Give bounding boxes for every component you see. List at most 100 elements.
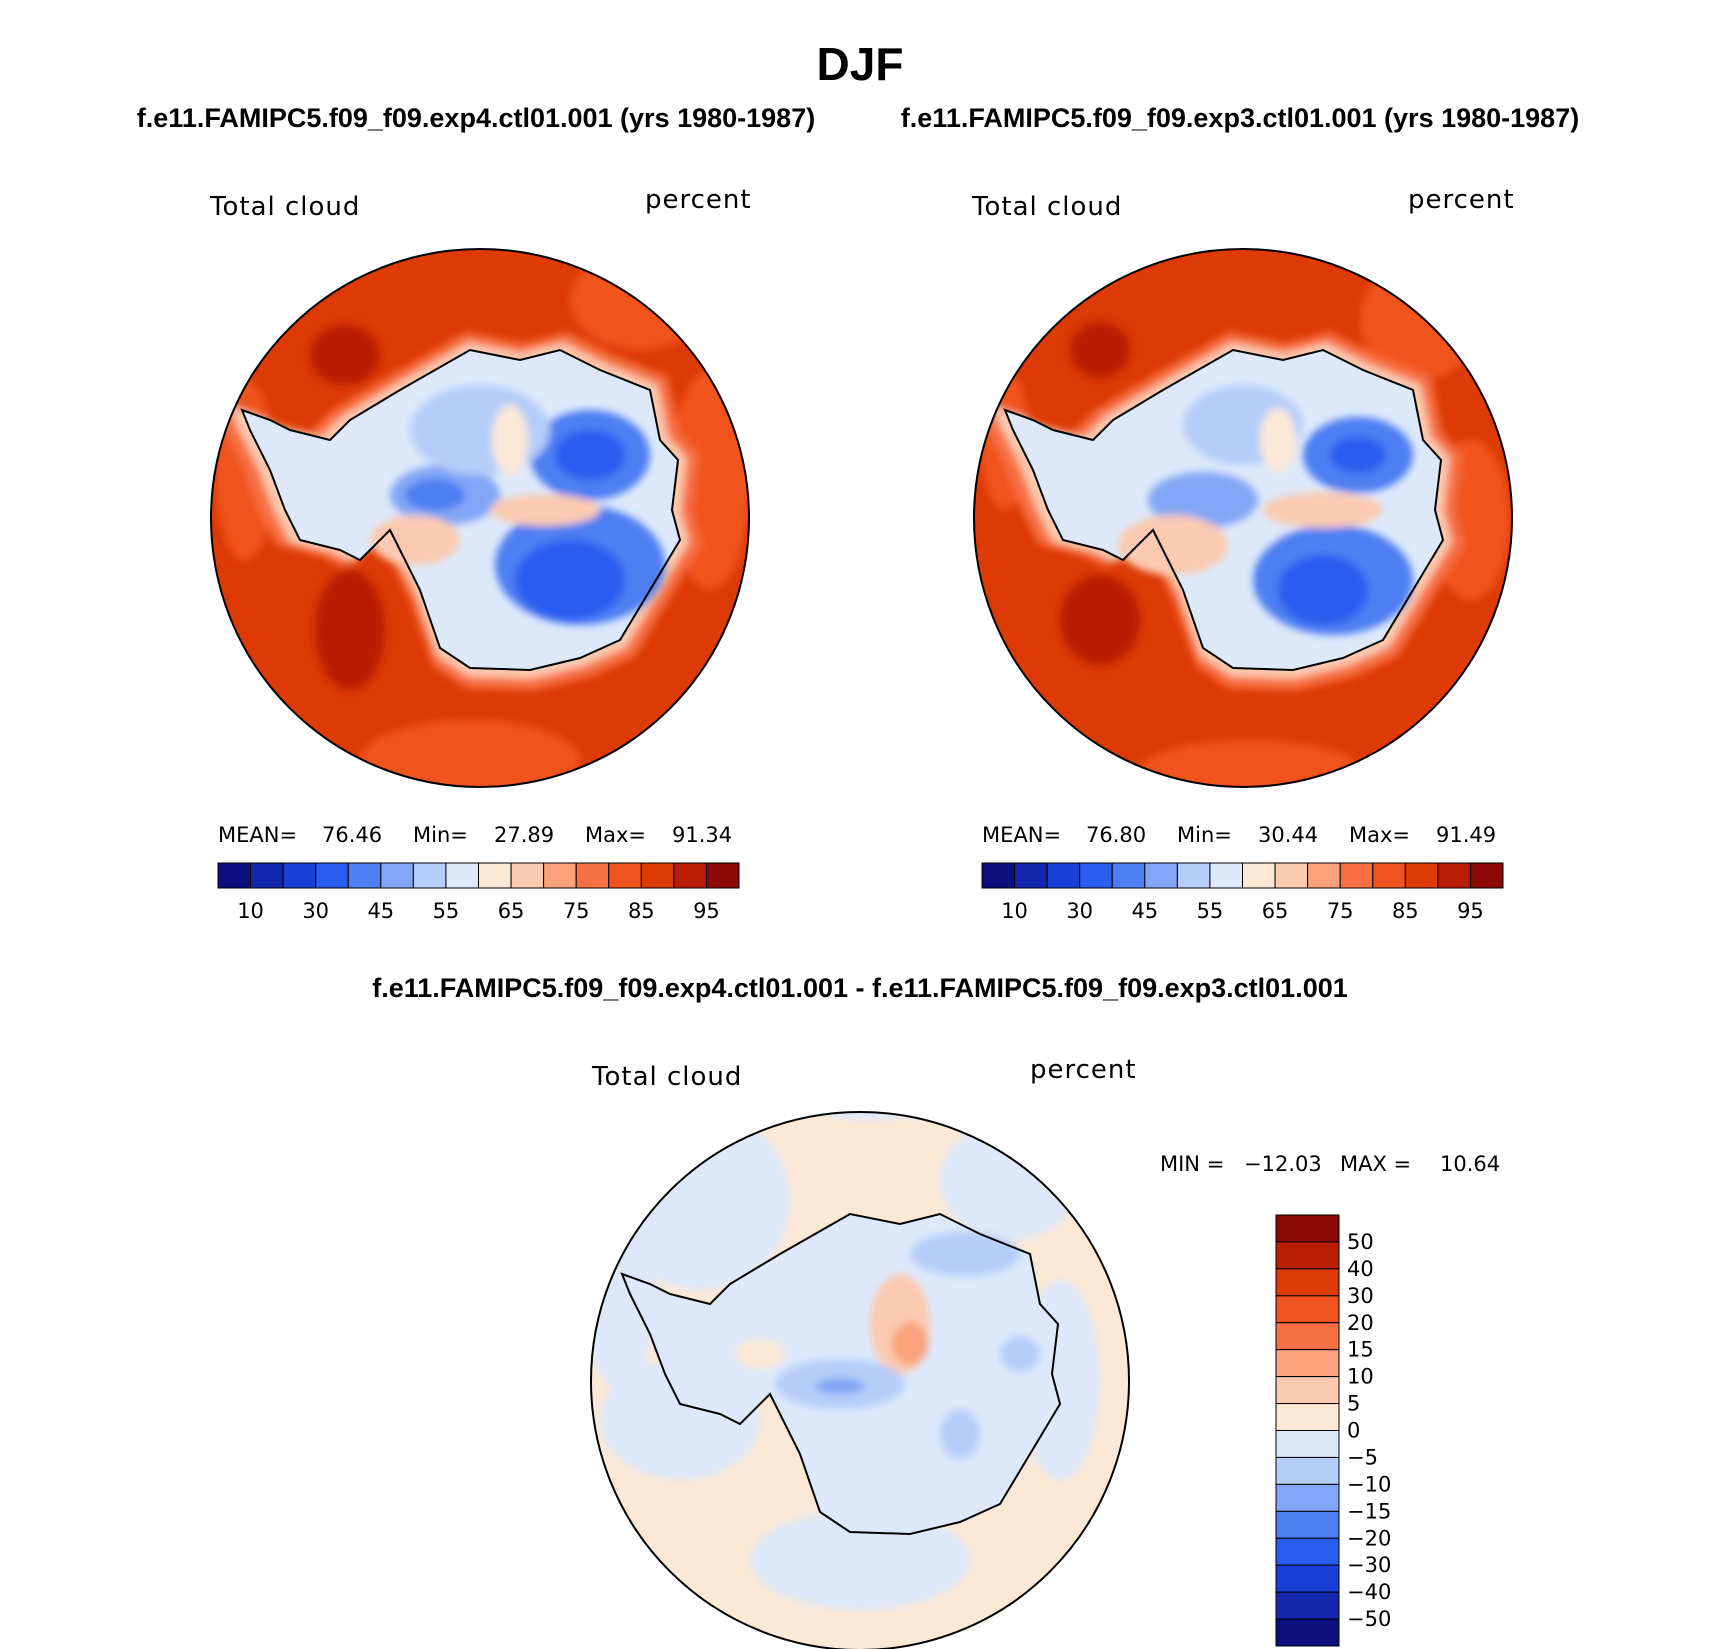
colorbar-swatch <box>1275 1456 1340 1485</box>
colorbar-tick-label: 30 <box>1347 1284 1374 1308</box>
panel-b-map-border <box>973 248 1513 788</box>
colorbar-tick-label: 10 <box>237 899 264 923</box>
panel-b-min-value: 30.44 <box>1258 823 1318 847</box>
panel-b: Total cloud percent <box>971 185 1515 923</box>
panel-a-title: f.e11.FAMIPC5.f09_f09.exp4.ctl01.001 (yr… <box>137 103 815 133</box>
colorbar-tick-label: −30 <box>1347 1553 1391 1577</box>
colorbar-swatch <box>981 862 1016 889</box>
panel-a-cloud-patch <box>315 570 385 690</box>
panel-diff-variable-label: Total cloud <box>591 1062 742 1092</box>
colorbar-tick-label: 15 <box>1347 1338 1374 1362</box>
colorbar-tick-label: 95 <box>693 899 720 923</box>
panel-b-cloud-patch <box>1070 322 1130 378</box>
colorbar-tick-label: 40 <box>1347 1257 1374 1281</box>
panel-diff-anomaly-patch <box>780 1112 960 1120</box>
colorbar-tick-label: 5 <box>1347 1392 1360 1416</box>
colorbar-swatch <box>1242 862 1276 889</box>
colorbar-tick-label: −40 <box>1347 1580 1391 1604</box>
panel-diff-max-value: 10.64 <box>1440 1152 1500 1176</box>
panel-a-stats: MEAN= 76.46 Min= 27.89 Max= 91.34 <box>218 823 732 847</box>
panel-b-antarctica-field <box>1005 350 1443 670</box>
colorbar-tick-label: 65 <box>1262 899 1289 923</box>
panel-a-colorbar: 10 30 45 55 65 75 85 95 <box>217 862 740 923</box>
panel-b-cloud-patch <box>1140 740 1360 787</box>
panel-a-max-value: 91.34 <box>672 823 732 847</box>
panel-a-cloud-patch <box>360 720 580 787</box>
colorbar-tick-label: 45 <box>1131 899 1158 923</box>
colorbar-swatch <box>575 862 610 889</box>
panel-b-stats: MEAN= 76.80 Min= 30.44 Max= 91.49 <box>982 823 1496 847</box>
colorbar-swatch <box>1176 862 1211 889</box>
panel-b-colorbar: 10 30 45 55 65 75 85 95 <box>981 862 1504 923</box>
colorbar-swatch <box>1275 1618 1340 1647</box>
colorbar-swatch <box>1275 1349 1340 1378</box>
panel-a: Total cloud percent <box>209 185 751 923</box>
panel-diff-units-label: percent <box>1030 1055 1137 1085</box>
panel-b-units-label: percent <box>1408 185 1515 215</box>
colorbar-swatch <box>1404 862 1439 889</box>
panel-b-min-label: Min= <box>1177 823 1232 847</box>
colorbar-swatch <box>1046 862 1081 889</box>
colorbar-swatch <box>1437 862 1471 889</box>
colorbar-tick-label: 55 <box>1197 899 1224 923</box>
panel-b-mean-value: 76.80 <box>1086 823 1146 847</box>
colorbar-swatch <box>673 862 707 889</box>
colorbar-tick-label: 75 <box>1327 899 1354 923</box>
diff-title: f.e11.FAMIPC5.f09_f09.exp4.ctl01.001 - f… <box>372 973 1348 1003</box>
colorbar-swatch <box>1079 862 1113 889</box>
colorbar-swatch <box>705 862 740 889</box>
colorbar-tick-label: 85 <box>1392 899 1419 923</box>
panel-a-map-border <box>210 248 750 788</box>
colorbar-tick-label: 20 <box>1347 1311 1374 1335</box>
colorbar-tick-label: 10 <box>1001 899 1028 923</box>
panel-a-min-value: 27.89 <box>494 823 554 847</box>
panel-diff-stats: MIN = −12.03 MAX = 10.64 <box>1160 1152 1500 1176</box>
colorbar-swatch <box>608 862 642 889</box>
colorbar-swatch <box>250 862 284 889</box>
colorbar-swatch <box>1307 862 1341 889</box>
colorbar-swatch <box>510 862 545 889</box>
colorbar-tick-label: 85 <box>628 899 655 923</box>
colorbar-tick-label: 30 <box>1066 899 1093 923</box>
colorbar-tick-label: −15 <box>1347 1499 1391 1523</box>
panel-diff-antarctica-field <box>622 1214 1060 1534</box>
colorbar-tick-label: 55 <box>433 899 460 923</box>
colorbar-swatch <box>315 862 349 889</box>
colorbar-swatch <box>1144 862 1178 889</box>
season-title: DJF <box>817 38 904 90</box>
colorbar-swatch <box>1275 1430 1340 1458</box>
panel-b-map <box>974 249 1512 787</box>
colorbar-swatch <box>380 862 414 889</box>
panel-b-max-value: 91.49 <box>1436 823 1496 847</box>
colorbar-swatch <box>445 862 479 889</box>
colorbar-swatch <box>1275 1376 1340 1405</box>
panel-diff-map-border <box>590 1111 1130 1649</box>
panel-a-antarctica-field <box>242 350 680 670</box>
colorbar-swatch <box>1469 862 1504 889</box>
panel-a-cloud-patch <box>570 250 710 350</box>
colorbar-swatch <box>1014 862 1048 889</box>
panel-b-mean-label: MEAN= <box>982 823 1061 847</box>
colorbar-swatch <box>1275 1564 1340 1593</box>
colorbar-tick-label: −5 <box>1347 1445 1378 1469</box>
colorbar-swatch <box>1372 862 1406 889</box>
colorbar-swatch <box>1209 862 1243 889</box>
colorbar-tick-label: 75 <box>563 899 590 923</box>
colorbar-swatch <box>1275 1510 1340 1539</box>
colorbar-swatch <box>478 862 512 889</box>
panel-diff-max-label: MAX = <box>1340 1152 1411 1176</box>
colorbar-swatch <box>1275 1295 1340 1324</box>
panel-diff-min-label: MIN = <box>1160 1152 1224 1176</box>
panel-diff-anomaly-patch <box>750 1510 970 1610</box>
colorbar-swatch <box>1339 862 1374 889</box>
panel-b-variable-label: Total cloud <box>971 192 1122 222</box>
colorbar-swatch <box>347 862 382 889</box>
colorbar-swatch <box>1275 1214 1340 1243</box>
panel-diff-min-value: −12.03 <box>1244 1152 1322 1176</box>
panel-diff: Total cloud percent <box>590 1055 1500 1649</box>
panel-a-max-label: Max= <box>585 823 646 847</box>
colorbar-swatch <box>1275 1241 1340 1270</box>
colorbar-tick-label: 95 <box>1457 899 1484 923</box>
colorbar-swatch <box>543 862 577 889</box>
